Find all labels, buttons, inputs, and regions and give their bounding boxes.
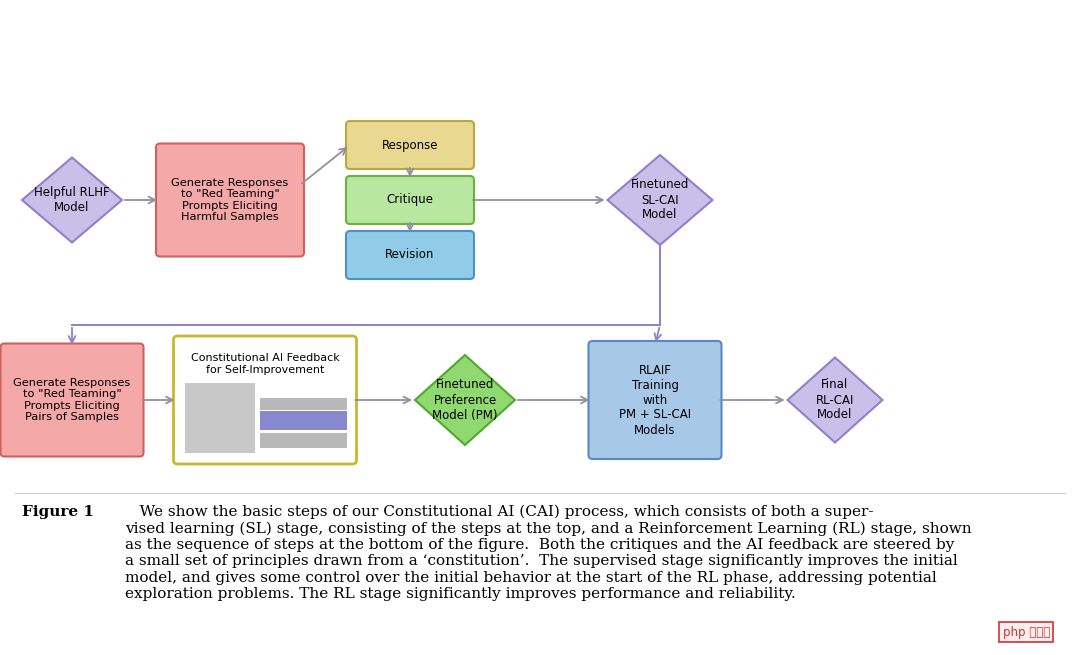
FancyBboxPatch shape [346, 121, 474, 169]
FancyBboxPatch shape [156, 143, 303, 257]
Text: Final
RL-CAI
Model: Final RL-CAI Model [815, 379, 854, 422]
Polygon shape [415, 355, 515, 445]
FancyBboxPatch shape [346, 231, 474, 279]
FancyBboxPatch shape [185, 383, 255, 453]
Text: php 中文网: php 中文网 [1002, 626, 1050, 639]
FancyBboxPatch shape [589, 341, 721, 459]
Text: Figure 1: Figure 1 [22, 505, 94, 519]
Text: Helpful RLHF
Model: Helpful RLHF Model [35, 186, 110, 214]
FancyBboxPatch shape [259, 398, 348, 410]
Text: RLAIF
Training
with
PM + SL-CAI
Models: RLAIF Training with PM + SL-CAI Models [619, 364, 691, 436]
Polygon shape [607, 155, 713, 245]
Text: Response: Response [381, 138, 438, 151]
FancyBboxPatch shape [259, 411, 348, 430]
Text: Constitutional AI Feedback
for Self-Improvement: Constitutional AI Feedback for Self-Impr… [191, 353, 339, 375]
Text: Generate Responses
to "Red Teaming"
Prompts Eliciting
Harmful Samples: Generate Responses to "Red Teaming" Prom… [172, 178, 288, 223]
Text: Generate Responses
to "Red Teaming"
Prompts Eliciting
Pairs of Samples: Generate Responses to "Red Teaming" Prom… [13, 377, 131, 422]
Polygon shape [787, 358, 882, 443]
FancyBboxPatch shape [259, 433, 348, 448]
FancyBboxPatch shape [174, 336, 356, 464]
Polygon shape [22, 157, 122, 242]
Text: We show the basic steps of our Constitutional AI (CAI) process, which consists o: We show the basic steps of our Constitut… [125, 505, 972, 601]
FancyBboxPatch shape [346, 176, 474, 224]
Text: Critique: Critique [387, 193, 433, 206]
FancyBboxPatch shape [0, 343, 144, 457]
Text: Finetuned
Preference
Model (PM): Finetuned Preference Model (PM) [432, 379, 498, 422]
Text: Revision: Revision [386, 248, 434, 261]
Text: Finetuned
SL-CAI
Model: Finetuned SL-CAI Model [631, 179, 689, 221]
